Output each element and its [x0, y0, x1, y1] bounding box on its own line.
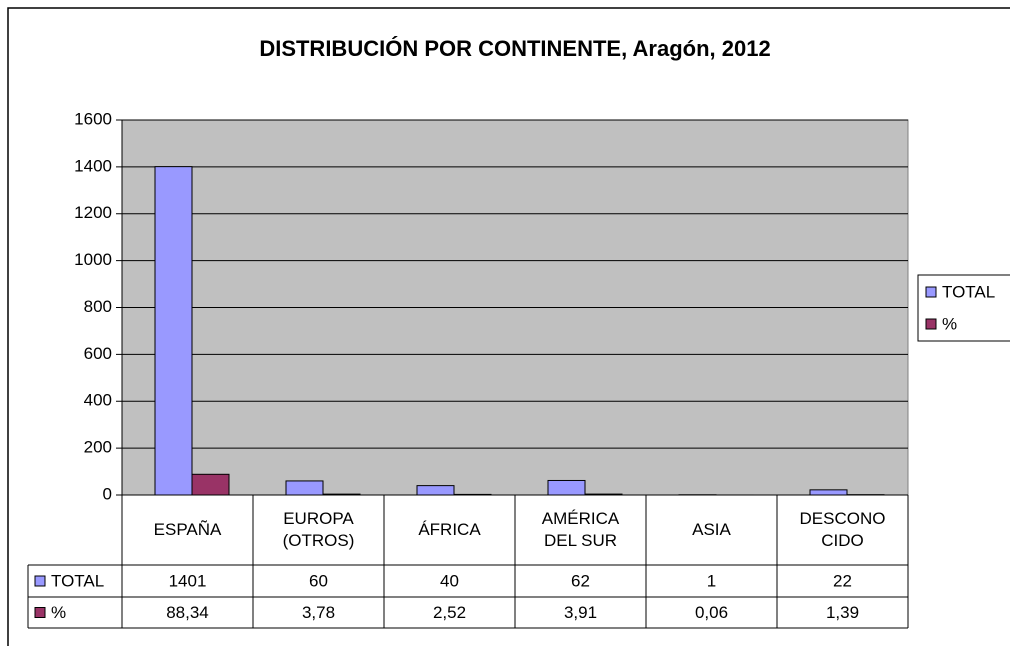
- category-text: ÁFRICA: [418, 520, 481, 539]
- y-tick-label: 1600: [74, 109, 112, 128]
- category-text: AMÉRICA DEL SUR: [541, 509, 620, 550]
- table-legend-key: [34, 607, 46, 618]
- category-label: EUROPA (OTROS): [253, 495, 384, 565]
- bar: [547, 479, 586, 496]
- table-row-label: %: [51, 603, 66, 622]
- table-value: 3,78: [302, 603, 335, 622]
- category-label: ÁFRICA: [384, 495, 515, 565]
- y-tick-label: 200: [84, 438, 112, 457]
- table-value: 1: [707, 571, 716, 590]
- category-text: DESCONOCIDO: [799, 509, 886, 550]
- table-value: 62: [571, 571, 590, 590]
- table-value: 1,39: [826, 603, 859, 622]
- category-label: ESPAÑA: [122, 495, 253, 565]
- table-value: 3,91: [564, 603, 597, 622]
- y-tick-label: 1400: [74, 156, 112, 175]
- category-label: AMÉRICA DEL SUR: [515, 495, 646, 565]
- table-value: 2,52: [433, 603, 466, 622]
- y-tick-label: 0: [103, 484, 112, 503]
- legend-label: TOTAL: [942, 282, 995, 301]
- table-value: 40: [440, 571, 459, 590]
- bar: [154, 166, 193, 496]
- y-tick-label: 600: [84, 344, 112, 363]
- category-text: ASIA: [692, 520, 731, 539]
- table-value: 0,06: [695, 603, 728, 622]
- bar: [416, 485, 455, 496]
- category-text: ESPAÑA: [153, 520, 222, 539]
- bar: [191, 473, 230, 496]
- bar: [285, 480, 324, 496]
- y-tick-label: 400: [84, 391, 112, 410]
- table-value: 88,34: [166, 603, 209, 622]
- legend-box: [917, 274, 1010, 342]
- y-tick-label: 1000: [74, 250, 112, 269]
- y-tick-label: 800: [84, 297, 112, 316]
- category-text: EUROPA (OTROS): [282, 509, 355, 550]
- table-legend-key: [34, 575, 46, 587]
- table-value: 1401: [169, 571, 207, 590]
- y-tick-label: 1200: [74, 203, 112, 222]
- table-value: 60: [309, 571, 328, 590]
- table-value: 22: [833, 571, 852, 590]
- table-row-label: TOTAL: [51, 571, 104, 590]
- legend-key: [925, 286, 937, 298]
- category-label: DESCONOCIDO: [777, 495, 908, 565]
- legend-key: [925, 318, 937, 330]
- legend-label: %: [942, 314, 957, 333]
- category-label: ASIA: [646, 495, 777, 565]
- chart-title: DISTRIBUCIÓN POR CONTINENTE, Aragón, 201…: [259, 36, 770, 61]
